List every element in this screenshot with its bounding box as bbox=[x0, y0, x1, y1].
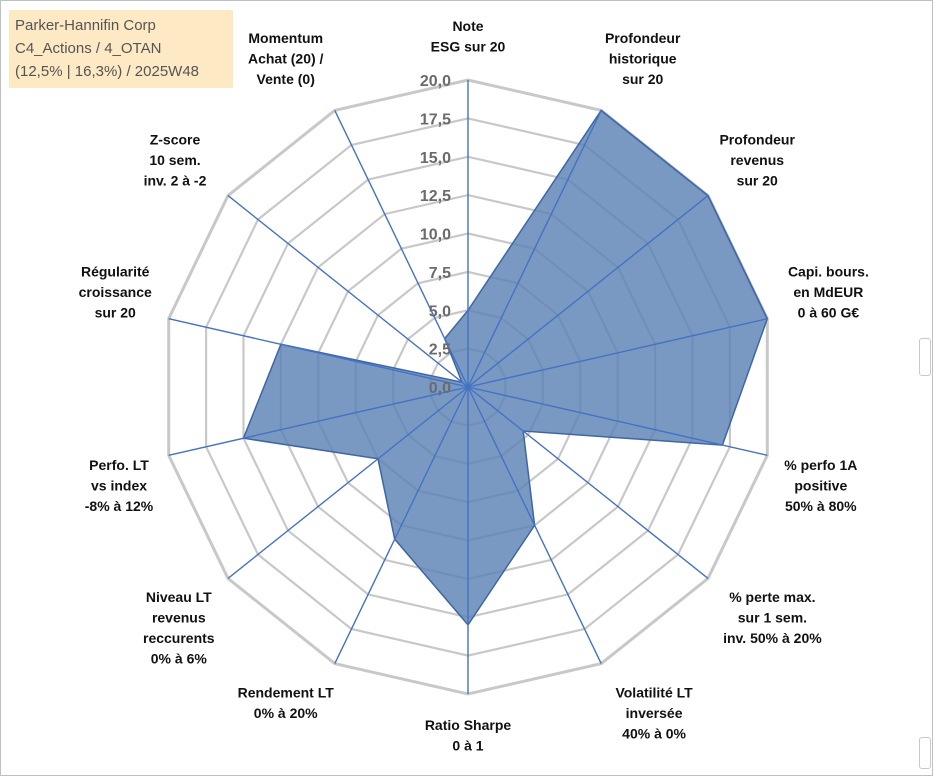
axis-label-line: Perfo. LT bbox=[89, 457, 149, 473]
series-area-0 bbox=[242, 109, 769, 627]
tick-label: 15,0 bbox=[420, 150, 451, 167]
axis-spoke-3 bbox=[467, 318, 768, 388]
axis-spoke-2 bbox=[467, 195, 709, 388]
radar-axis-labels: Note ESG sur 20 Profondeur historique sur 20… bbox=[79, 18, 869, 754]
axis-spoke-13 bbox=[334, 110, 469, 388]
axis-label-line: positive bbox=[794, 478, 847, 494]
axis-spoke-12 bbox=[227, 195, 469, 388]
axis-label-line: sur 20 bbox=[622, 71, 663, 87]
axis-label-line: Z-score bbox=[150, 131, 201, 147]
axis-label-7: Ratio Sharpe 0 à 1 bbox=[425, 717, 512, 754]
axis-label-line: Rendement LT bbox=[238, 684, 335, 700]
axis-label-line: sur 20 bbox=[95, 304, 136, 320]
axis-label-line: Momentum bbox=[248, 30, 323, 46]
axis-label-line: 0% à 6% bbox=[151, 651, 208, 667]
tick-label: 12,5 bbox=[420, 188, 451, 205]
tick-label: 5,0 bbox=[429, 303, 451, 320]
axis-spoke-10 bbox=[168, 386, 469, 456]
axis-spoke-9 bbox=[227, 386, 469, 579]
axis-label-line: Profondeur bbox=[605, 30, 681, 46]
axis-label-line: revenus bbox=[730, 152, 784, 168]
axis-label-line: Vente (0) bbox=[257, 71, 315, 87]
axis-label-line: Achat (20) / bbox=[248, 51, 324, 67]
axis-label-line: 0% à 20% bbox=[254, 705, 318, 721]
axis-label-line: 40% à 0% bbox=[622, 725, 686, 741]
tick-label: 7,5 bbox=[429, 265, 451, 282]
header-company: Parker-Hannifin Corp bbox=[15, 17, 156, 34]
axis-label-6: Volatilité LT inversée 40% à 0% bbox=[615, 684, 693, 741]
axis-label-9: Niveau LT revenus reccurents 0% à 6% bbox=[143, 589, 215, 667]
radar-spokes bbox=[168, 80, 768, 694]
axis-label-line: % perfo 1A bbox=[784, 457, 857, 473]
axis-spoke-6 bbox=[467, 386, 602, 664]
axis-label-line: sur 20 bbox=[737, 172, 778, 188]
axis-label-line: ESG sur 20 bbox=[431, 39, 506, 55]
axis-label-4: % perfo 1A positive 50% à 80% bbox=[784, 457, 857, 514]
axis-spoke-1 bbox=[467, 110, 602, 388]
axis-label-line: 0 à 1 bbox=[452, 738, 483, 754]
axis-label-line: revenus bbox=[152, 610, 206, 626]
axis-label-line: Note bbox=[452, 18, 483, 34]
axis-label-8: Rendement LT 0% à 20% bbox=[238, 684, 335, 721]
axis-label-line: 50% à 80% bbox=[785, 498, 857, 514]
right-scroll-marker-bottom bbox=[919, 737, 931, 769]
radar-tick-labels: 0,0 2,5 5,0 7,5 10,0 12,5 15,0 17,5 20,0 bbox=[420, 73, 451, 397]
axis-label-line: croissance bbox=[79, 284, 152, 300]
header-category: C4_Actions / 4_OTAN bbox=[15, 40, 162, 57]
axis-label-12: Z-score 10 sem. inv. 2 à -2 bbox=[144, 131, 207, 188]
axis-label-line: vs index bbox=[91, 478, 147, 494]
tick-label: 10,0 bbox=[420, 227, 451, 244]
axis-label-line: inv. 50% à 20% bbox=[723, 630, 822, 646]
axis-label-3: Capi. bours. en MdEUR 0 à 60 G€ bbox=[788, 263, 869, 320]
tick-label: 2,5 bbox=[429, 342, 451, 359]
axis-label-11: Régularité croissance sur 20 bbox=[79, 263, 152, 320]
right-scroll-marker-top bbox=[919, 338, 931, 376]
axis-spoke-8 bbox=[334, 386, 469, 664]
chart-header-box: Parker-Hannifin Corp C4_Actions / 4_OTAN… bbox=[9, 10, 233, 88]
axis-label-line: 10 sem. bbox=[149, 152, 200, 168]
axis-label-line: inv. 2 à -2 bbox=[144, 172, 207, 188]
tick-label: 20,0 bbox=[420, 73, 451, 90]
axis-label-line: % perte max. bbox=[729, 589, 815, 605]
tick-label: 17,5 bbox=[420, 111, 451, 128]
axis-label-line: -8% à 12% bbox=[85, 498, 154, 514]
axis-label-0: Note ESG sur 20 bbox=[431, 18, 506, 55]
axis-label-line: reccurents bbox=[143, 630, 215, 646]
axis-label-line: 0 à 60 G€ bbox=[798, 304, 860, 320]
axis-label-13: Momentum Achat (20) / Vente (0) bbox=[248, 30, 324, 87]
radar-series bbox=[242, 109, 769, 627]
axis-label-line: en MdEUR bbox=[793, 284, 863, 300]
axis-label-10: Perfo. LT vs index -8% à 12% bbox=[85, 457, 154, 514]
axis-spoke-11 bbox=[168, 318, 469, 388]
axis-label-line: historique bbox=[609, 51, 677, 67]
axis-spoke-4 bbox=[467, 386, 768, 456]
header-stats: (12,5% | 16,3%) / 2025W48 bbox=[15, 63, 199, 80]
axis-label-line: Régularité bbox=[81, 263, 150, 279]
axis-label-line: sur 1 sem. bbox=[738, 610, 807, 626]
tick-label: 0,0 bbox=[429, 380, 451, 397]
axis-label-line: Profondeur bbox=[719, 131, 795, 147]
axis-label-line: inversée bbox=[626, 705, 683, 721]
axis-label-line: Ratio Sharpe bbox=[425, 717, 512, 733]
axis-label-1: Profondeur historique sur 20 bbox=[605, 30, 681, 87]
axis-label-line: Volatilité LT bbox=[615, 684, 693, 700]
axis-label-line: Capi. bours. bbox=[788, 263, 869, 279]
axis-label-line: Niveau LT bbox=[146, 589, 212, 605]
axis-spoke-5 bbox=[467, 386, 709, 579]
axis-label-2: Profondeur revenus sur 20 bbox=[719, 131, 795, 188]
axis-label-5: % perte max. sur 1 sem. inv. 50% à 20% bbox=[723, 589, 822, 646]
